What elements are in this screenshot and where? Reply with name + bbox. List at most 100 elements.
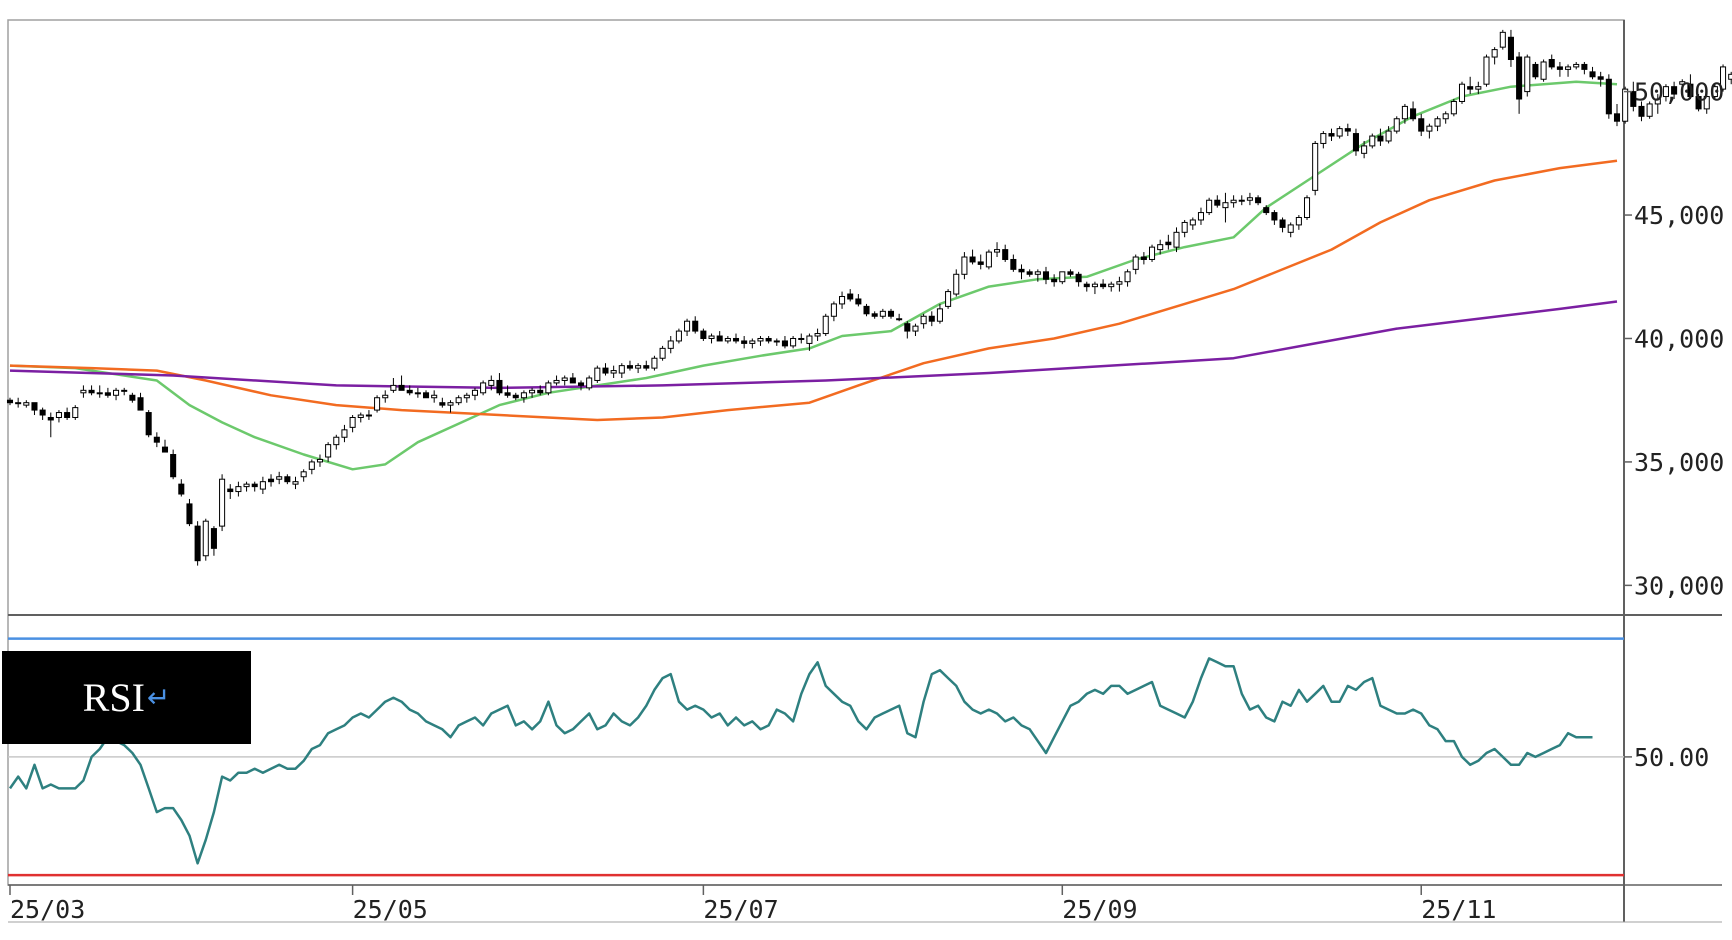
candle-body-up — [1434, 118, 1441, 127]
candle — [1352, 128, 1359, 156]
candle — [374, 395, 381, 413]
candle — [700, 328, 707, 341]
candle-body-down — [969, 256, 976, 263]
candle-body-up — [15, 402, 22, 405]
price-tick-label: 40,000 — [1634, 324, 1724, 353]
candle — [292, 476, 299, 490]
candle-body-up — [447, 402, 454, 406]
candle-body-up — [1662, 86, 1669, 98]
candle — [113, 387, 120, 401]
candle — [977, 254, 984, 270]
candle-body-down — [194, 525, 201, 562]
candle-body-up — [1524, 56, 1531, 93]
candle — [814, 328, 821, 341]
rsi-label-text: RSI — [82, 675, 145, 720]
candle-body-down — [47, 416, 54, 421]
candle — [1116, 276, 1123, 292]
candle — [749, 338, 756, 349]
candle-body-down — [1548, 59, 1555, 68]
candle — [137, 392, 144, 411]
candle — [1703, 94, 1710, 114]
candle — [72, 405, 79, 420]
candle-body-down — [1279, 219, 1286, 228]
moving-average-line-3 — [9, 300, 1618, 390]
candle-body-down — [1638, 105, 1645, 117]
candle — [325, 442, 332, 462]
candle-body-up — [463, 394, 470, 399]
candle-body-down — [6, 399, 14, 404]
candle-body-up — [1173, 231, 1180, 248]
candle — [1524, 54, 1531, 97]
candle-body-up — [1222, 202, 1229, 209]
candle — [887, 308, 895, 319]
candle-body-down — [1083, 283, 1090, 288]
candle — [1271, 210, 1278, 225]
candle — [1010, 254, 1017, 272]
candle-body-up — [333, 436, 340, 446]
candle — [1418, 113, 1425, 137]
candle — [251, 481, 258, 492]
candle — [847, 289, 854, 302]
price-tick-label: 35,000 — [1634, 448, 1724, 477]
candle-body-up — [1458, 83, 1466, 102]
candle-body-up — [72, 407, 79, 418]
candle-body-up — [300, 471, 307, 478]
candle-body-up — [1475, 86, 1482, 90]
candle-body-up — [259, 481, 266, 490]
candle — [969, 249, 976, 265]
candle-body-up — [529, 389, 536, 394]
candle-body-down — [1271, 212, 1278, 221]
candle-body-up — [431, 394, 438, 399]
candle — [1026, 269, 1033, 277]
candle-body-up — [80, 389, 87, 394]
candle — [1385, 126, 1392, 144]
candle — [1034, 269, 1041, 282]
candle — [945, 289, 952, 309]
candle — [626, 360, 633, 371]
candle — [1442, 111, 1449, 124]
candle — [308, 459, 315, 475]
candle — [757, 336, 764, 346]
candle — [1279, 217, 1286, 233]
candle — [1181, 219, 1188, 238]
candle — [1344, 123, 1351, 137]
candle — [1410, 101, 1417, 122]
candle — [23, 400, 30, 408]
candle-body-down — [577, 382, 585, 386]
candle-body-down — [496, 379, 503, 394]
candle-body-down — [1214, 199, 1221, 206]
candle — [1728, 71, 1732, 85]
candle — [512, 392, 519, 401]
candle-body-down — [398, 384, 405, 391]
candle — [1165, 234, 1172, 250]
candle-body-down — [855, 298, 862, 305]
candle-body-up — [1679, 81, 1686, 85]
candle-body-up — [1246, 197, 1253, 201]
candle-body-up — [374, 397, 381, 411]
candle-body-down — [512, 394, 519, 399]
candle — [659, 345, 666, 361]
candle-body-down — [602, 367, 609, 374]
candle — [1238, 195, 1245, 206]
candle-body-up — [1728, 73, 1732, 80]
candle — [1059, 271, 1066, 285]
candle-body-up — [708, 335, 715, 339]
candle — [1369, 133, 1376, 149]
candle-body-up — [659, 347, 666, 359]
candle — [1018, 264, 1025, 280]
candle-body-up — [839, 296, 846, 305]
candle — [414, 387, 421, 398]
candle — [928, 311, 935, 327]
candle — [1556, 61, 1563, 77]
candle — [904, 321, 911, 339]
candle — [1336, 126, 1343, 139]
price-tick-label: 45,000 — [1634, 201, 1724, 230]
candle — [129, 392, 136, 403]
candle — [202, 518, 209, 561]
candle — [47, 412, 54, 438]
candle-body-up — [1157, 244, 1164, 251]
candle-body-up — [1295, 217, 1302, 226]
candle-body-down — [1075, 273, 1082, 283]
candle-body-down — [537, 389, 544, 394]
candle-body-down — [643, 365, 650, 369]
